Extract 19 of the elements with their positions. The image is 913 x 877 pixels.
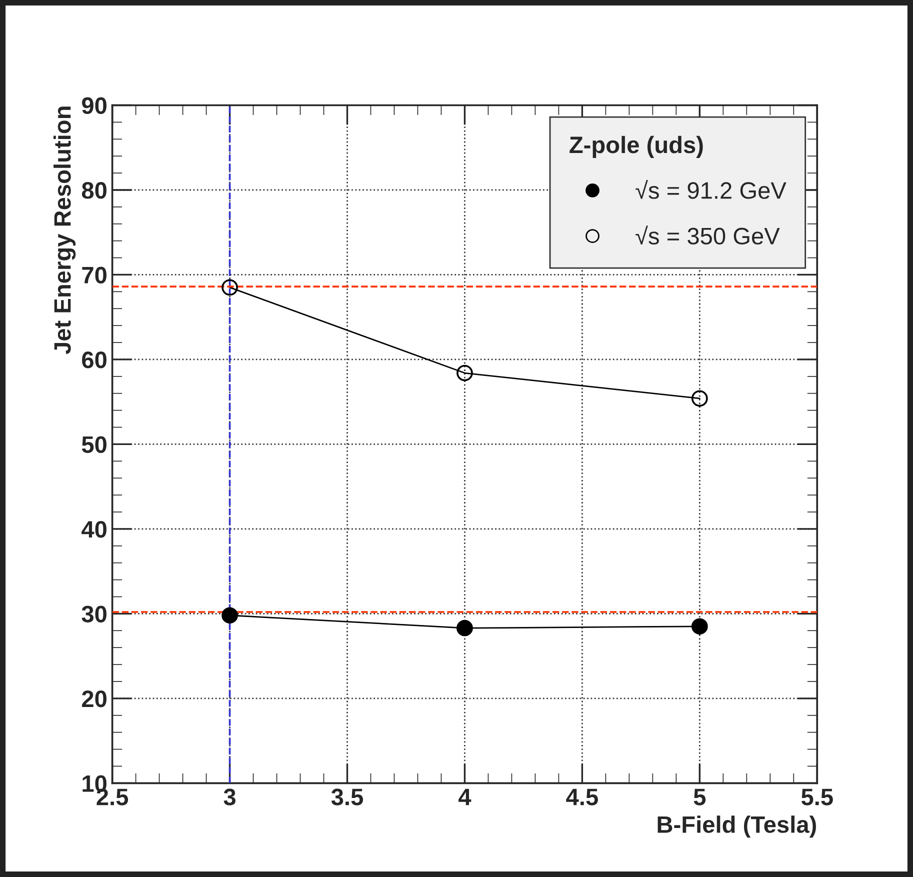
y-tick-label: 80 [82,182,106,199]
x-axis-title: B-Field (Tesla) [658,816,816,838]
x-tick-label: 4.5 [566,788,598,806]
y-tick-label: 40 [82,521,106,538]
x-tick-label: 3.5 [331,788,363,806]
y-tick-label: 30 [82,606,106,622]
y-tick-label: 20 [82,690,106,708]
x-tick-label: 5.5 [801,788,833,806]
x-tick-label: 5 [694,788,706,806]
y-tick-label: 90 [82,97,106,114]
y-tick-label: 70 [82,266,106,284]
y-tick-label: 50 [82,436,106,453]
legend-label: √s = 91.2 GeV [636,180,786,199]
x-tick-label: 4 [458,788,472,806]
legend-title: Z-pole (uds) [570,136,703,158]
x-tick-label: 3 [224,788,236,806]
y-tick-label: 60 [82,352,106,368]
legend-label: √s = 350 GeV [636,226,780,245]
y-axis-title: Jet Energy Resolution [54,106,76,354]
